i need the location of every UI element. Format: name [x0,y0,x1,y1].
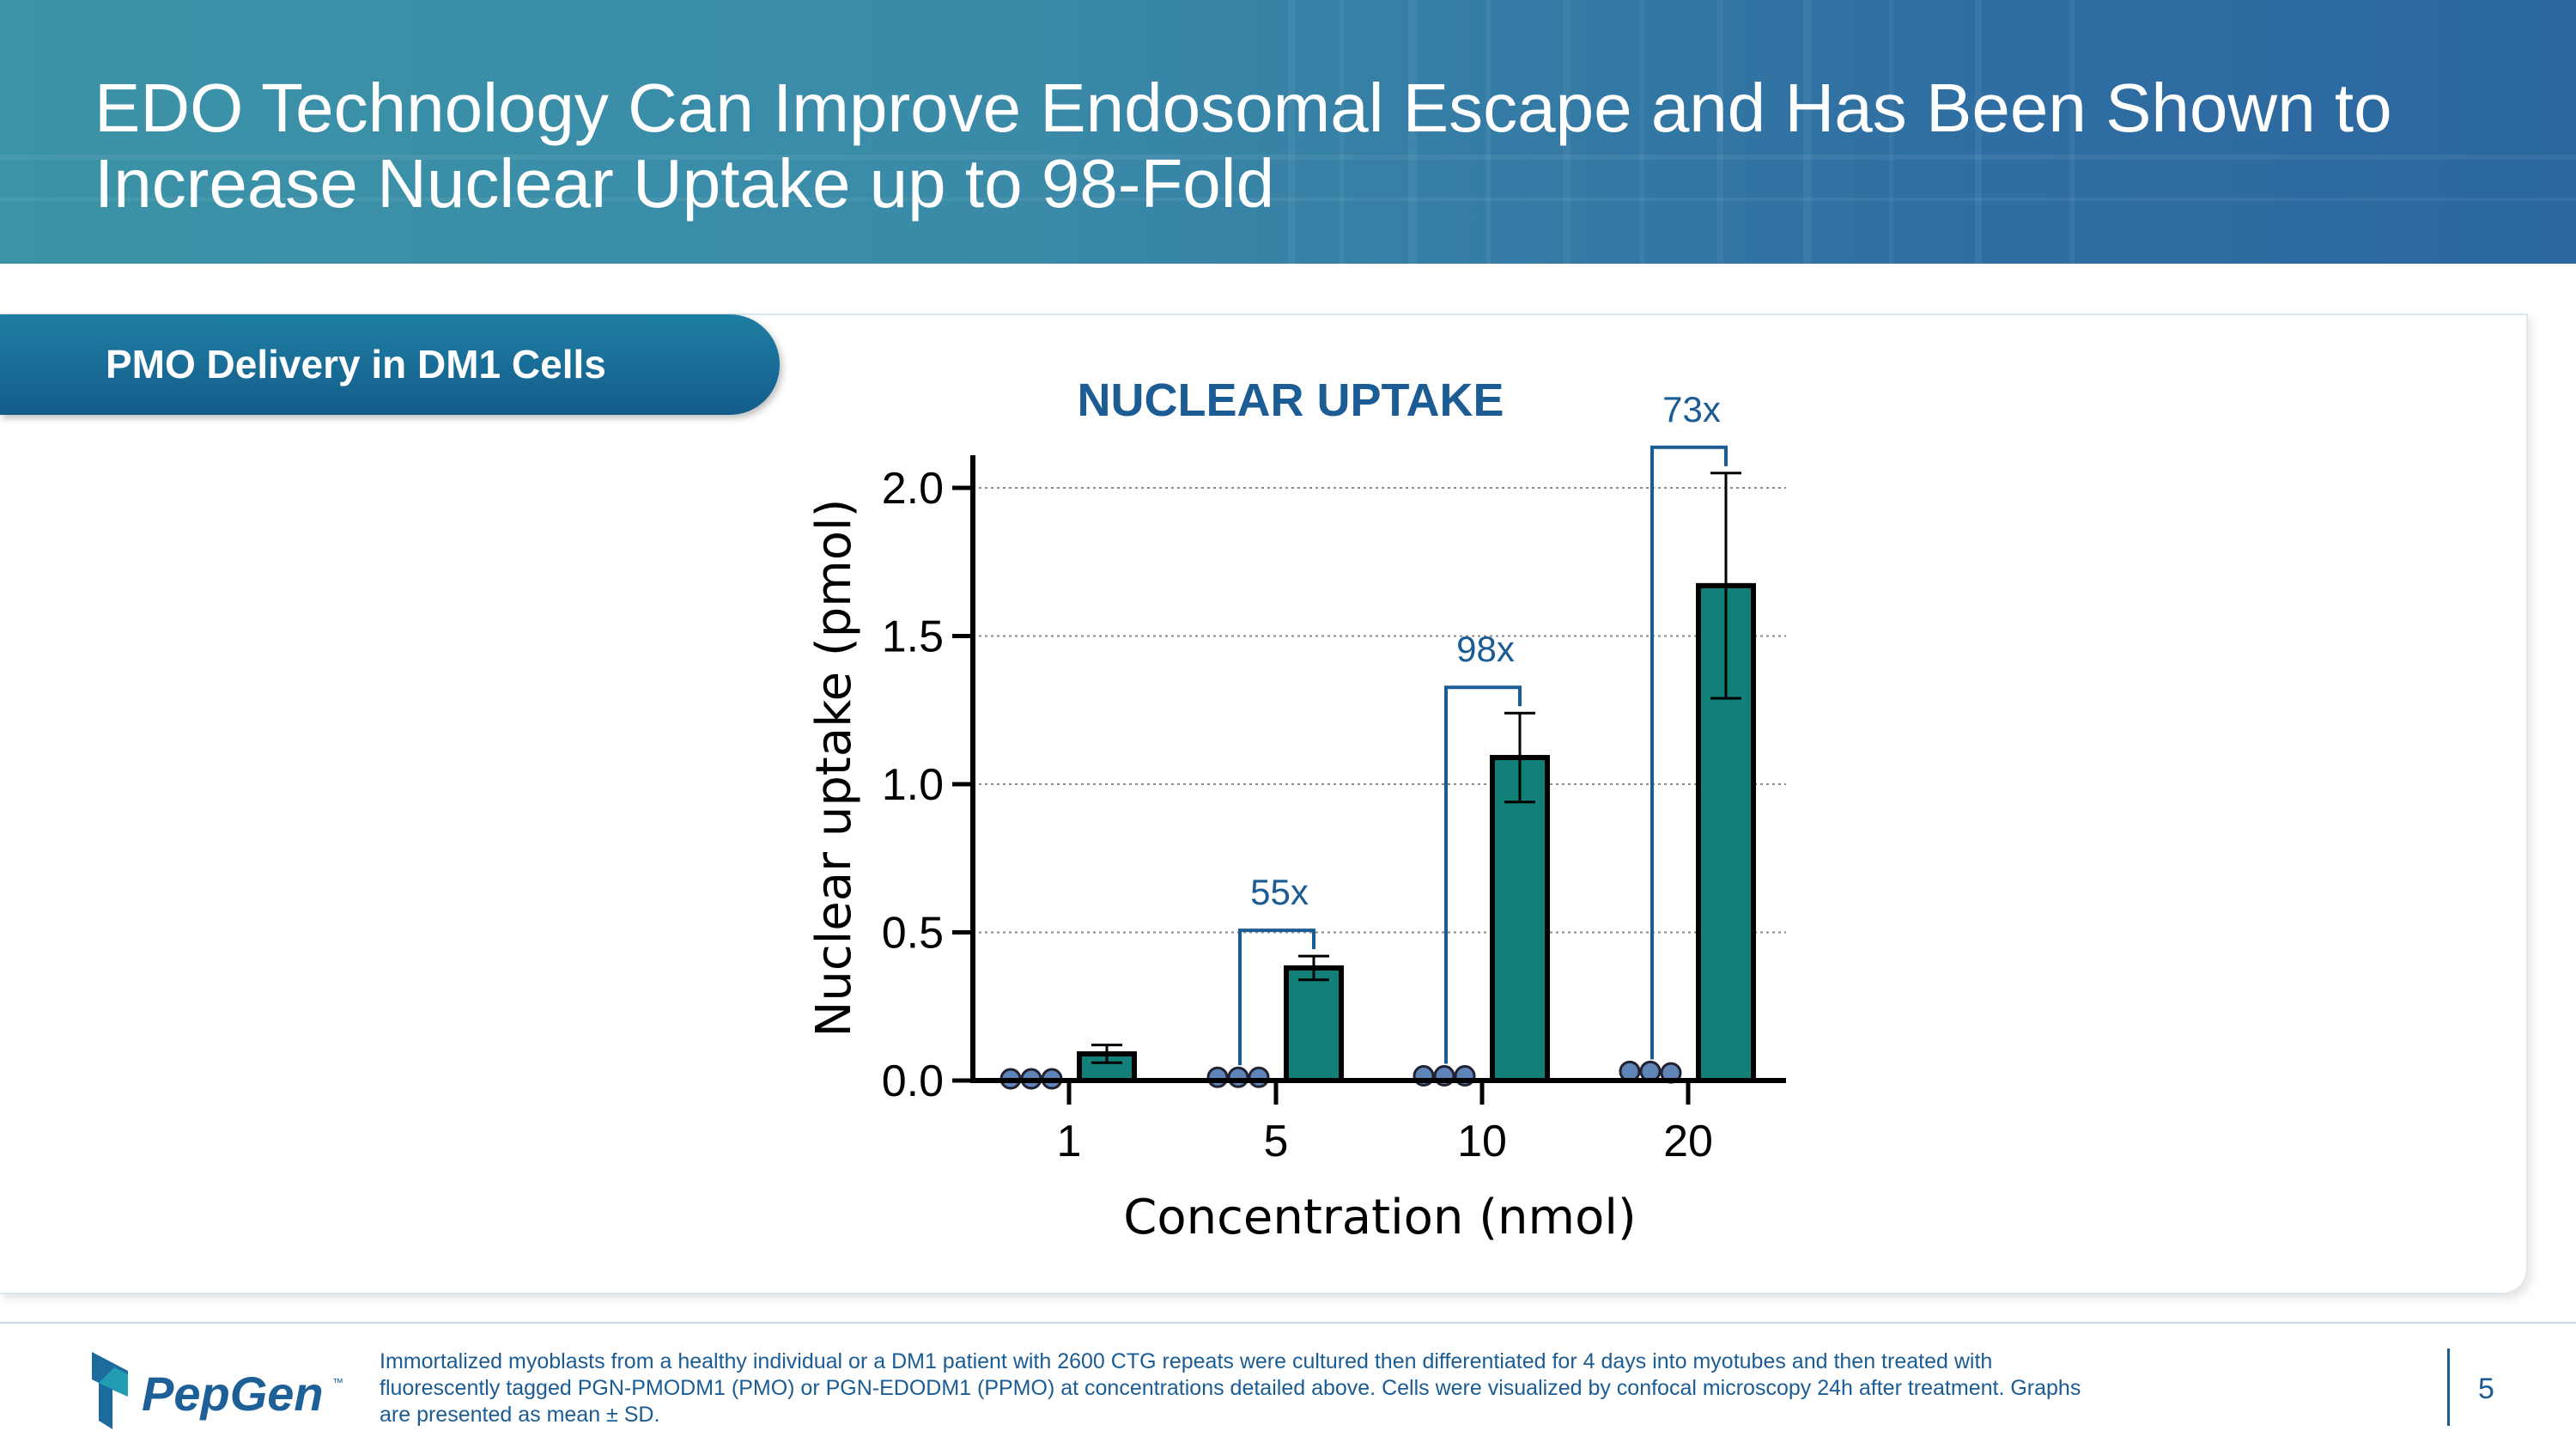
footnote: Immortalized myoblasts from a healthy in… [380,1349,2081,1427]
logo-trademark: ™ [332,1376,343,1389]
bar-10 [1490,754,1550,1083]
fold-label-20: 73x [1662,389,1721,429]
logo-wordmark: PepGen [142,1367,324,1421]
gridlines [973,487,1786,934]
fold-bracket-10 [1444,685,1522,1064]
header-texture [0,0,2576,264]
x-tick-label-10: 10 [1457,1117,1507,1166]
ticks: 0.0 0.5 1.0 1.5 2.0 1 5 10 20 [882,464,1713,1166]
point-5-1 [1206,1066,1229,1088]
content-panel [0,314,2528,1294]
y-tick-label-0.5: 0.5 [882,909,944,959]
nuclear-uptake-chart: NUCLEAR UPTAKE 55x 98x 73x 0.0 0.5 1.0 1.5 2.0… [806,374,1786,1245]
pepgen-logo-mark-icon [92,1352,128,1429]
page-number: 5 [2478,1373,2494,1405]
chart-title: NUCLEAR UPTAKE [1078,374,1504,426]
y-tick-label-0.0: 0.0 [882,1056,944,1106]
x-tick-label-20: 20 [1663,1117,1713,1166]
error-bars [1091,472,1741,1064]
x-axis-label: Concentration (nmol) [1123,1190,1637,1245]
fold-label-10: 98x [1456,629,1515,669]
section-pill: PMO Delivery in DM1 Cells [0,314,780,415]
point-5-3 [1248,1066,1270,1088]
y-tick-label-1.5: 1.5 [882,612,944,662]
bar-5 [1284,965,1344,1084]
fold-label-5: 55x [1250,872,1309,912]
axes [970,455,1786,1083]
y-tick-label-1.0: 1.0 [882,760,944,810]
point-5-2 [1227,1066,1249,1088]
footer-rule [0,1322,2576,1324]
bar-20 [1696,582,1756,1084]
section-label: PMO Delivery in DM1 Cells [106,342,606,387]
fold-annotations: 55x 98x 73x [1238,389,1728,1066]
fold-bracket-5 [1238,928,1315,1066]
y-tick-label-2.0: 2.0 [882,464,944,514]
x-tick-label-5: 5 [1264,1117,1289,1166]
header-banner: EDO Technology Can Improve Endosomal Esc… [0,0,2576,264]
footer-divider [2447,1349,2450,1426]
fold-bracket-20 [1650,445,1728,1060]
pepgen-logo: PepGen ™ [92,1352,343,1429]
slide-title: EDO Technology Can Improve Endosomal Esc… [94,70,2392,222]
x-tick-label-1: 1 [1057,1117,1082,1166]
y-axis-label: Nuclear uptake (pmol) [806,499,862,1038]
